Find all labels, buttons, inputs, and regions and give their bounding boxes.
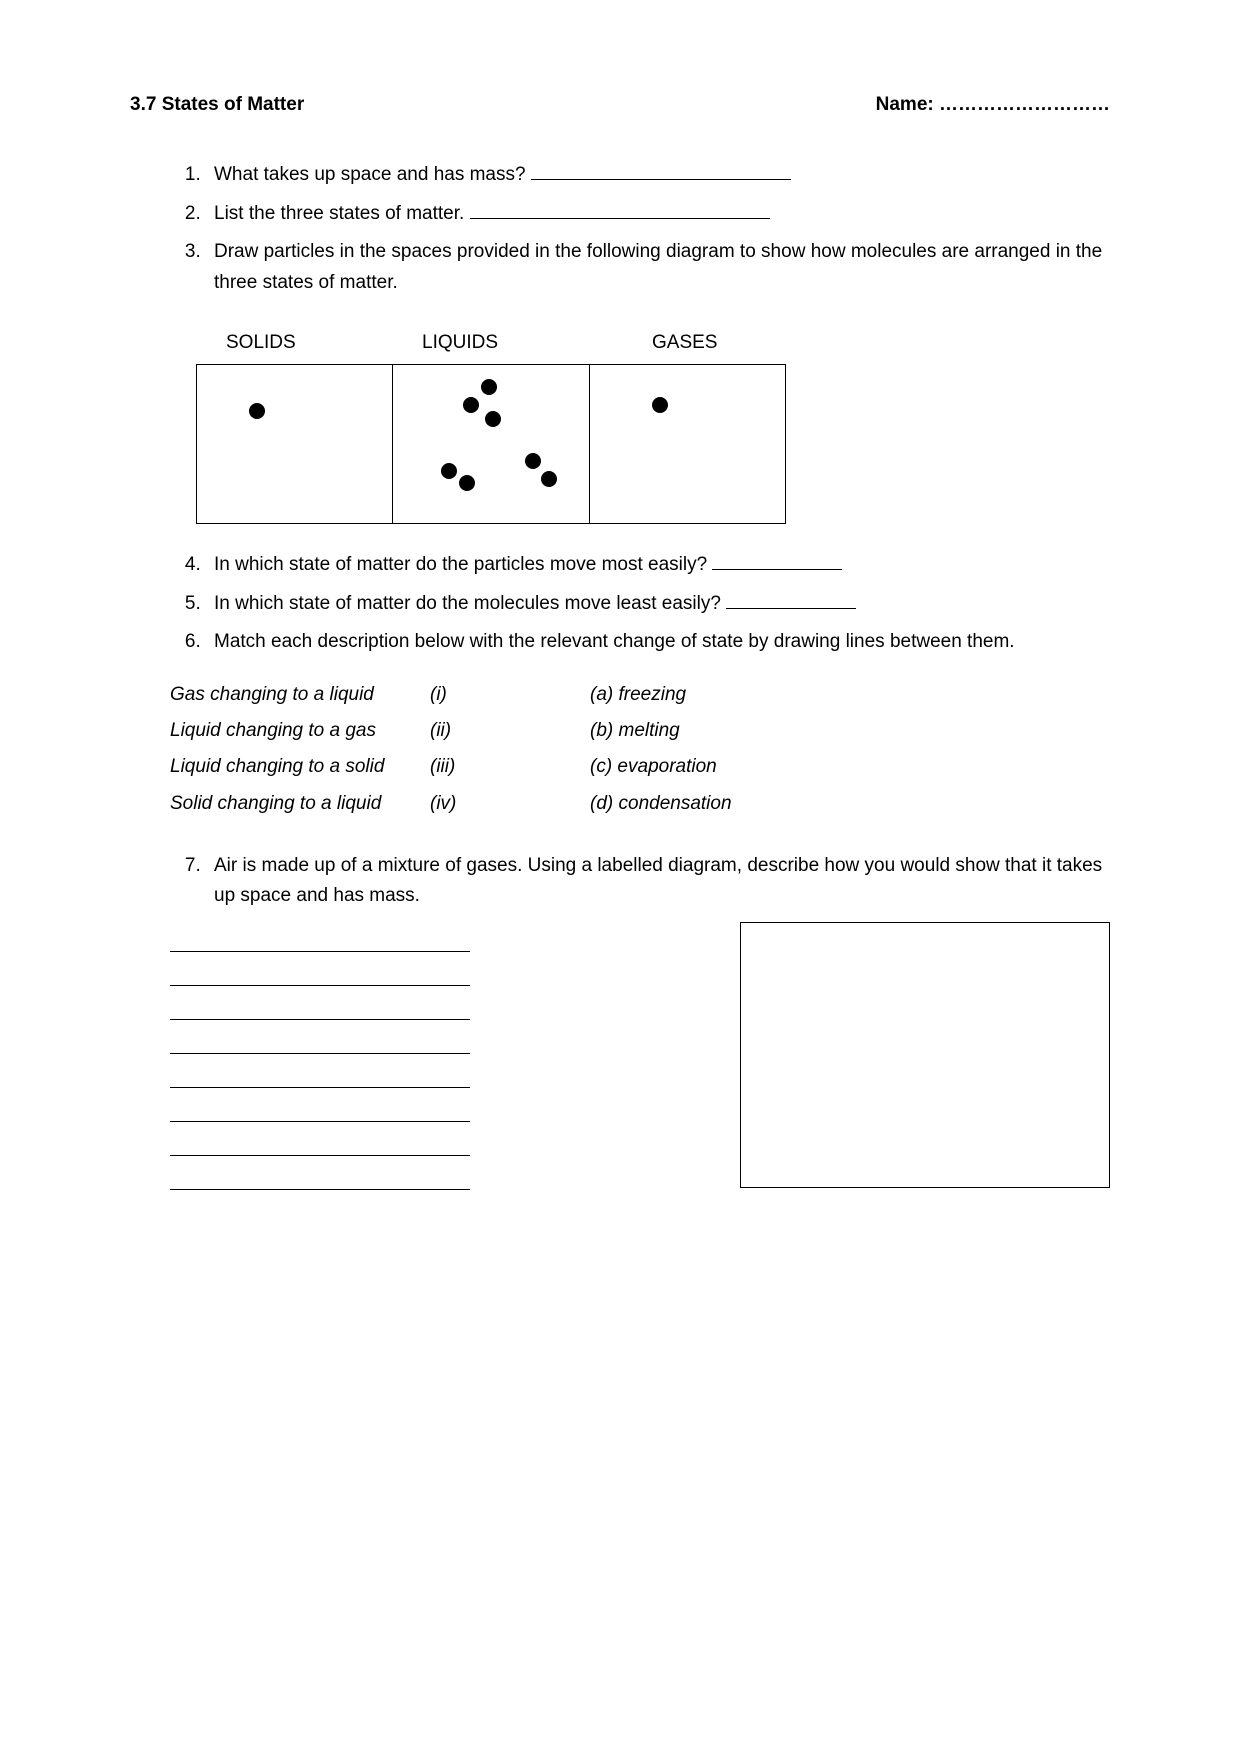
answer-line[interactable] <box>170 1024 470 1054</box>
particle-dot <box>541 471 557 487</box>
match-cell: Gas changing to a liquid <box>170 680 430 710</box>
match-cell: (ii) <box>430 716 590 746</box>
answer-line[interactable] <box>170 922 470 952</box>
particle-boxes <box>196 364 786 524</box>
question-7-answer-area <box>170 922 1110 1194</box>
match-row: Solid changing to a liquid(iv)(d) conden… <box>170 789 1110 819</box>
question-list-7: Air is made up of a mixture of gases. Us… <box>170 851 1110 912</box>
question-3-text: Draw particles in the spaces provided in… <box>214 241 1102 292</box>
blank-line[interactable] <box>470 200 770 219</box>
match-cell: (d) condensation <box>590 789 1110 819</box>
answer-line[interactable] <box>170 1058 470 1088</box>
answer-line[interactable] <box>170 1126 470 1156</box>
question-2-text: List the three states of matter. <box>214 203 464 224</box>
diagram-box[interactable] <box>740 922 1110 1188</box>
questions: What takes up space and has mass? List t… <box>130 160 1110 1193</box>
answer-lines[interactable] <box>170 922 470 1194</box>
question-6: Match each description below with the re… <box>206 627 1110 657</box>
question-1-text: What takes up space and has mass? <box>214 164 526 185</box>
particle-dot <box>481 379 497 395</box>
particle-dot <box>652 397 668 413</box>
worksheet-page: 3.7 States of Matter Name: ……………………… Wha… <box>0 0 1240 1294</box>
box-liquids[interactable] <box>393 365 589 523</box>
blank-line[interactable] <box>531 161 791 180</box>
matching-table: Gas changing to a liquid(i)(a) freezing L… <box>170 680 1110 820</box>
blank-line[interactable] <box>726 590 856 609</box>
match-row: Liquid changing to a solid(iii)(c) evapo… <box>170 752 1110 782</box>
label-liquids: LIQUIDS <box>422 328 652 358</box>
match-cell: Liquid changing to a gas <box>170 716 430 746</box>
question-7: Air is made up of a mixture of gases. Us… <box>206 851 1110 912</box>
name-field-label: Name: ……………………… <box>876 90 1110 120</box>
match-cell: Solid changing to a liquid <box>170 789 430 819</box>
blank-line[interactable] <box>712 551 842 570</box>
question-4-text: In which state of matter do the particle… <box>214 554 707 575</box>
page-title: 3.7 States of Matter <box>130 90 304 120</box>
state-labels: SOLIDS LIQUIDS GASES <box>170 328 1110 358</box>
particle-dot <box>525 453 541 469</box>
answer-line[interactable] <box>170 956 470 986</box>
particle-dot <box>459 475 475 491</box>
question-7-text: Air is made up of a mixture of gases. Us… <box>214 855 1102 906</box>
match-row: Gas changing to a liquid(i)(a) freezing <box>170 680 1110 710</box>
label-solids: SOLIDS <box>226 328 422 358</box>
match-cell: Liquid changing to a solid <box>170 752 430 782</box>
box-gases[interactable] <box>590 365 785 523</box>
match-row: Liquid changing to a gas(ii)(b) melting <box>170 716 1110 746</box>
question-5: In which state of matter do the molecule… <box>206 589 1110 619</box>
box-solids[interactable] <box>197 365 393 523</box>
particle-dot <box>485 411 501 427</box>
match-cell: (iv) <box>430 789 590 819</box>
particle-dot <box>463 397 479 413</box>
particle-dot <box>249 403 265 419</box>
answer-line[interactable] <box>170 1092 470 1122</box>
match-cell: (b) melting <box>590 716 1110 746</box>
question-3: Draw particles in the spaces provided in… <box>206 237 1110 298</box>
match-cell: (c) evaporation <box>590 752 1110 782</box>
header: 3.7 States of Matter Name: ……………………… <box>130 90 1110 120</box>
question-list: What takes up space and has mass? List t… <box>170 160 1110 298</box>
question-2: List the three states of matter. <box>206 199 1110 229</box>
question-5-text: In which state of matter do the molecule… <box>214 593 721 614</box>
label-gases: GASES <box>652 328 848 358</box>
question-list-cont: In which state of matter do the particle… <box>170 550 1110 657</box>
question-1: What takes up space and has mass? <box>206 160 1110 190</box>
match-cell: (iii) <box>430 752 590 782</box>
particle-dot <box>441 463 457 479</box>
match-cell: (a) freezing <box>590 680 1110 710</box>
answer-line[interactable] <box>170 1160 470 1190</box>
answer-line[interactable] <box>170 990 470 1020</box>
question-6-text: Match each description below with the re… <box>214 631 1015 652</box>
match-cell: (i) <box>430 680 590 710</box>
question-4: In which state of matter do the particle… <box>206 550 1110 580</box>
